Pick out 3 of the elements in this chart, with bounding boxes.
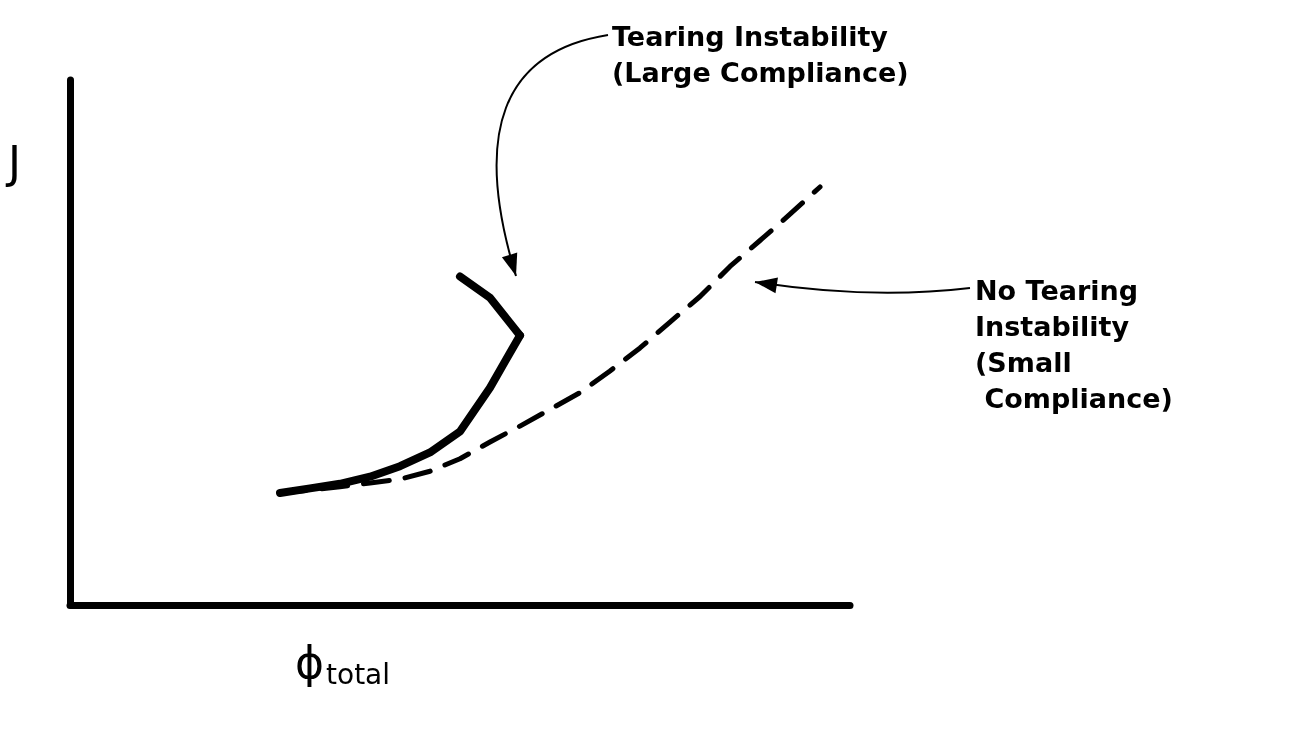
text: No Tearing Instability (Small Compliance) [975,274,1173,414]
y-axis-title: J [5,136,21,188]
text: Tearing Instability (Large Compliance) [612,20,909,88]
